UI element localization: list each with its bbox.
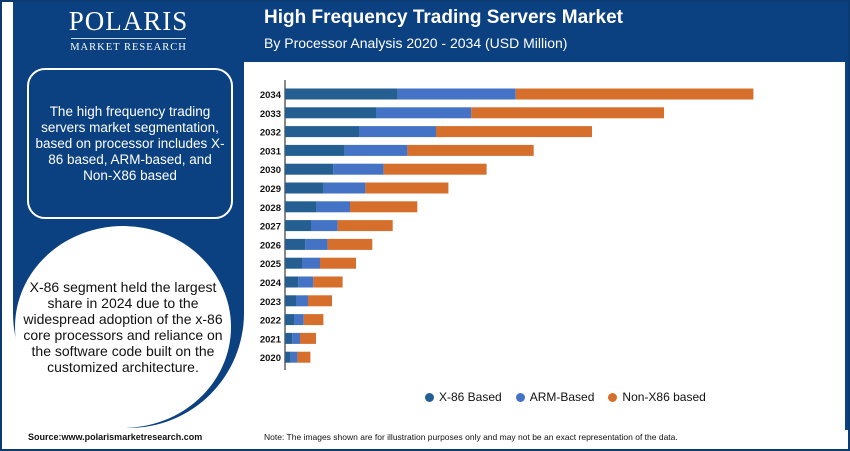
bar-x-86-based-2024 (285, 276, 299, 288)
bar-non-x86-based-2025 (320, 257, 356, 269)
bar-x-86-based-2023 (285, 295, 296, 307)
logo: POLARIS MARKET RESEARCH (13, 6, 244, 53)
legend-label: X-86 Based (439, 390, 502, 404)
bar-arm-based-2033 (376, 107, 472, 119)
insight-text: X-86 segment held the largest share in 2… (23, 279, 223, 375)
bar-arm-based-2027 (311, 220, 338, 232)
bar-x-86-based-2022 (285, 314, 294, 326)
note-text: Note: The images shown are for illustrat… (264, 432, 678, 442)
bar-arm-based-2024 (298, 276, 314, 288)
bar-non-x86-based-2033 (471, 107, 664, 119)
legend-marker (425, 392, 434, 402)
bar-arm-based-2023 (296, 295, 308, 307)
bar-arm-based-2021 (292, 332, 300, 344)
bar-arm-based-2026 (305, 238, 328, 250)
bar-arm-based-2030 (333, 163, 384, 175)
y-tick-label: 2034 (260, 90, 282, 101)
legend-marker (608, 392, 618, 402)
bar-x-86-based-2025 (285, 257, 302, 269)
bar-arm-based-2032 (359, 126, 436, 138)
bar-non-x86-based-2021 (300, 332, 316, 344)
y-tick-label: 2022 (260, 316, 281, 327)
y-tick-label: 2032 (260, 128, 281, 139)
right-border (845, 62, 850, 430)
y-tick-label: 2024 (260, 278, 282, 289)
legend-label: ARM-Based (529, 390, 595, 404)
segmentation-box: The high frequency trading servers marke… (27, 68, 233, 219)
bar-non-x86-based-2024 (313, 276, 343, 288)
bar-x-86-based-2028 (285, 201, 317, 213)
bar-x-86-based-2021 (285, 332, 293, 344)
y-tick-label: 2030 (260, 165, 281, 176)
bar-non-x86-based-2029 (365, 182, 449, 194)
bar-arm-based-2028 (316, 201, 350, 213)
source-text: Source:www.polarismarketresearch.com (28, 432, 203, 442)
bar-x-86-based-2026 (285, 238, 306, 250)
bar-arm-based-2022 (294, 314, 304, 326)
bar-non-x86-based-2034 (515, 88, 754, 100)
bar-non-x86-based-2031 (407, 144, 534, 156)
bar-x-86-based-2027 (285, 220, 311, 232)
bar-x-86-based-2033 (285, 107, 376, 119)
bar-x-86-based-2032 (285, 126, 359, 138)
y-tick-label: 2028 (260, 203, 281, 214)
segmentation-text: The high frequency trading servers marke… (35, 103, 225, 183)
y-tick-label: 2023 (260, 297, 281, 308)
legend-item: Non-X86 based (608, 390, 706, 404)
bar-non-x86-based-2026 (327, 238, 373, 250)
legend: X-86 Based ARM-Based Non-X86 based (425, 390, 706, 404)
bar-non-x86-based-2032 (436, 126, 592, 138)
legend-item: X-86 Based (425, 390, 502, 404)
logo-name: POLARIS (68, 6, 189, 36)
y-tick-label: 2026 (260, 240, 281, 251)
insight-circle: X-86 segment held the largest share in 2… (15, 226, 231, 428)
bar-non-x86-based-2022 (303, 314, 324, 326)
logo-sub: MARKET RESEARCH (70, 42, 187, 53)
y-tick-label: 2027 (260, 222, 281, 233)
legend-marker (515, 392, 525, 402)
bar-x-86-based-2031 (285, 144, 345, 156)
logo-divider (71, 38, 186, 39)
bar-non-x86-based-2027 (337, 220, 393, 232)
bar-arm-based-2034 (397, 88, 516, 100)
bar-x-86-based-2020 (285, 351, 291, 363)
chart-header: High Frequency Trading Servers Market By… (244, 0, 850, 62)
bar-non-x86-based-2023 (308, 295, 332, 307)
bar-arm-based-2025 (302, 257, 320, 269)
bar-x-86-based-2030 (285, 163, 334, 175)
bar-non-x86-based-2028 (350, 201, 418, 213)
y-tick-label: 2029 (260, 184, 281, 195)
y-tick-label: 2021 (260, 334, 282, 345)
legend-item: ARM-Based (515, 390, 595, 404)
chart-title: High Frequency Trading Servers Market (264, 7, 624, 28)
bar-arm-based-2031 (344, 144, 408, 156)
bar-x-86-based-2029 (285, 182, 324, 194)
legend-label: Non-X86 based (622, 390, 706, 404)
bar-non-x86-based-2020 (297, 351, 311, 363)
y-tick-label: 2025 (260, 259, 282, 270)
bar-chart: 2034 2033 2032 2031 2030 2029 2028 2027 2026 2025… (260, 80, 754, 370)
y-tick-label: 2020 (260, 353, 281, 364)
chart-subtitle: By Processor Analysis 2020 - 2034 (USD M… (264, 35, 568, 51)
bar-arm-based-2029 (323, 182, 366, 194)
y-tick-label: 2033 (260, 109, 281, 120)
bar-x-86-based-2034 (285, 88, 398, 100)
bar-non-x86-based-2030 (383, 163, 487, 175)
bar-arm-based-2020 (290, 351, 298, 363)
y-tick-label: 2031 (260, 146, 282, 157)
